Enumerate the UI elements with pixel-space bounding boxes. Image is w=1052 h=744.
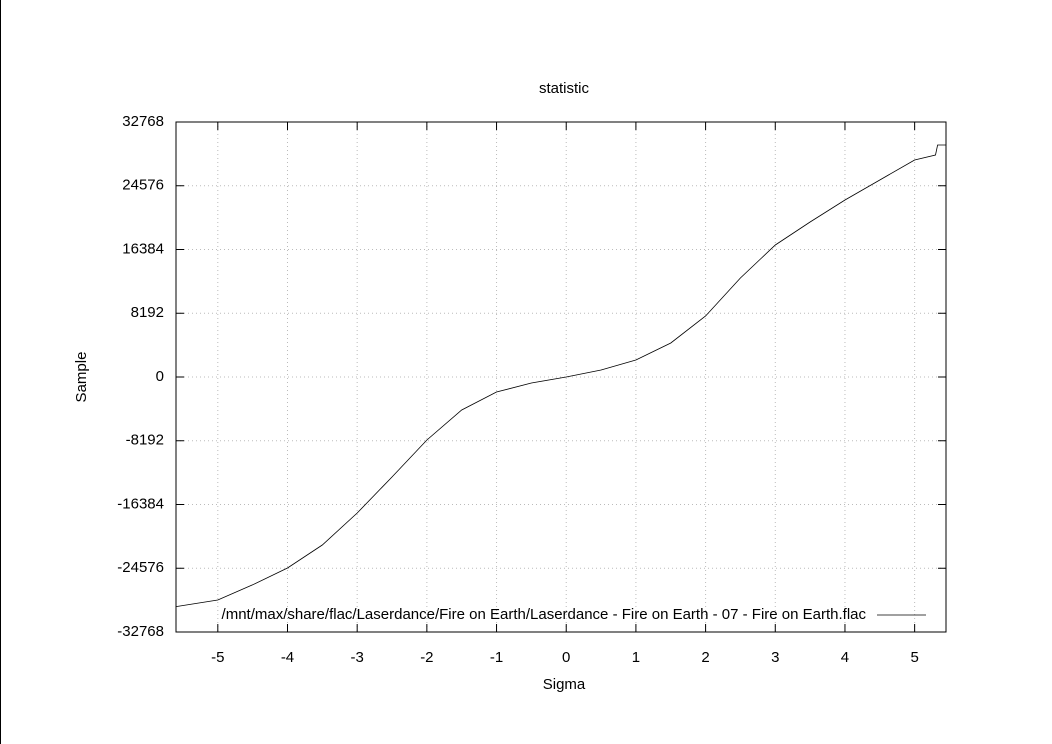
y-tick-label: 32768 (122, 113, 164, 130)
y-tick-label: 8192 (131, 304, 164, 321)
chart-title: statistic (539, 80, 590, 97)
x-tick-label: 0 (562, 649, 570, 666)
x-tick-label: -1 (490, 649, 503, 666)
y-tick-label: -24576 (117, 559, 164, 576)
x-tick-label: -5 (211, 649, 224, 666)
x-tick-label: 1 (632, 649, 640, 666)
x-tick-label: 5 (910, 649, 918, 666)
x-tick-label: -2 (420, 649, 433, 666)
legend-label: /mnt/max/share/flac/Laserdance/Fire on E… (222, 606, 867, 623)
y-tick-label: -16384 (117, 495, 164, 512)
x-axis-label: Sigma (543, 676, 586, 693)
x-tick-label: -3 (351, 649, 364, 666)
y-tick-label: 24576 (122, 177, 164, 194)
plot-frame (175, 121, 947, 633)
y-axis-label: Sample (73, 352, 90, 403)
x-tick-label: 3 (771, 649, 779, 666)
y-tick-label: -8192 (126, 432, 164, 449)
x-tick-label: -4 (281, 649, 294, 666)
y-tick-label: -32768 (117, 623, 164, 640)
y-tick-label: 16384 (122, 240, 164, 257)
x-tick-label: 4 (841, 649, 849, 666)
y-tick-label: 0 (156, 368, 164, 385)
x-tick-label: 2 (701, 649, 709, 666)
data-line (175, 144, 946, 607)
